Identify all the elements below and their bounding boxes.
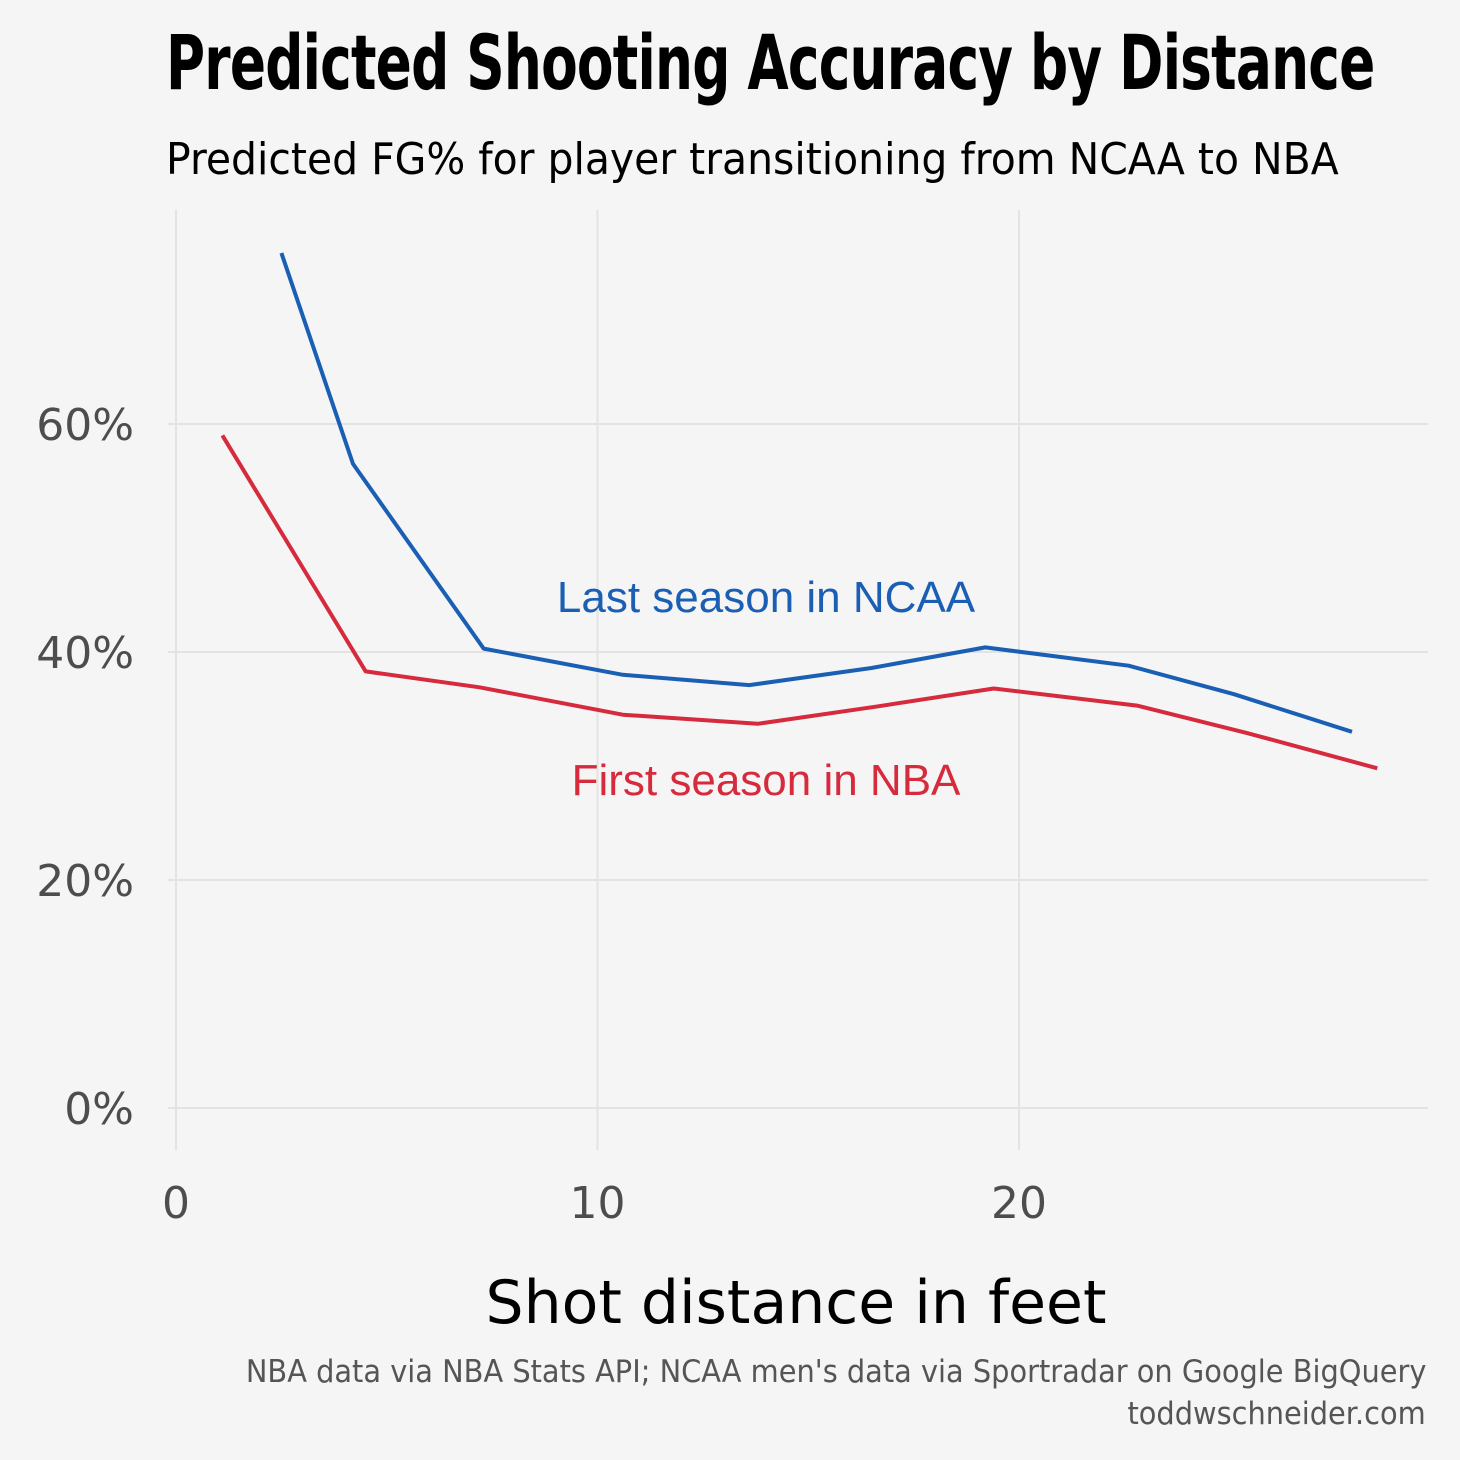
y-axis-ticks: 0% 20% 40% 60% xyxy=(36,400,134,1135)
caption-site: toddwschneider.com xyxy=(1127,1396,1426,1432)
series-label-nba: First season in NBA xyxy=(572,756,961,805)
x-tick-label: 10 xyxy=(570,1178,626,1229)
grid-lines xyxy=(168,210,1428,1150)
x-tick-label: 0 xyxy=(162,1178,190,1229)
y-tick-label: 0% xyxy=(64,1084,134,1135)
x-tick-label: 20 xyxy=(991,1178,1047,1229)
chart-title: Predicted Shooting Accuracy by Distance xyxy=(166,18,1375,107)
series-label-ncaa: Last season in NCAA xyxy=(557,573,976,622)
series-line-nba xyxy=(220,434,1378,771)
x-axis-label: Shot distance in feet xyxy=(486,1268,1107,1338)
chart-subtitle: Predicted FG% for player transitioning f… xyxy=(166,134,1339,185)
x-axis-ticks: 0 10 20 xyxy=(162,1178,1047,1229)
series-line-ncaa xyxy=(279,252,1353,734)
y-tick-label: 40% xyxy=(36,628,134,679)
caption-source: NBA data via NBA Stats API; NCAA men's d… xyxy=(245,1354,1426,1390)
series-lines xyxy=(220,252,1378,771)
y-tick-label: 60% xyxy=(36,400,134,451)
y-tick-label: 20% xyxy=(36,856,134,907)
